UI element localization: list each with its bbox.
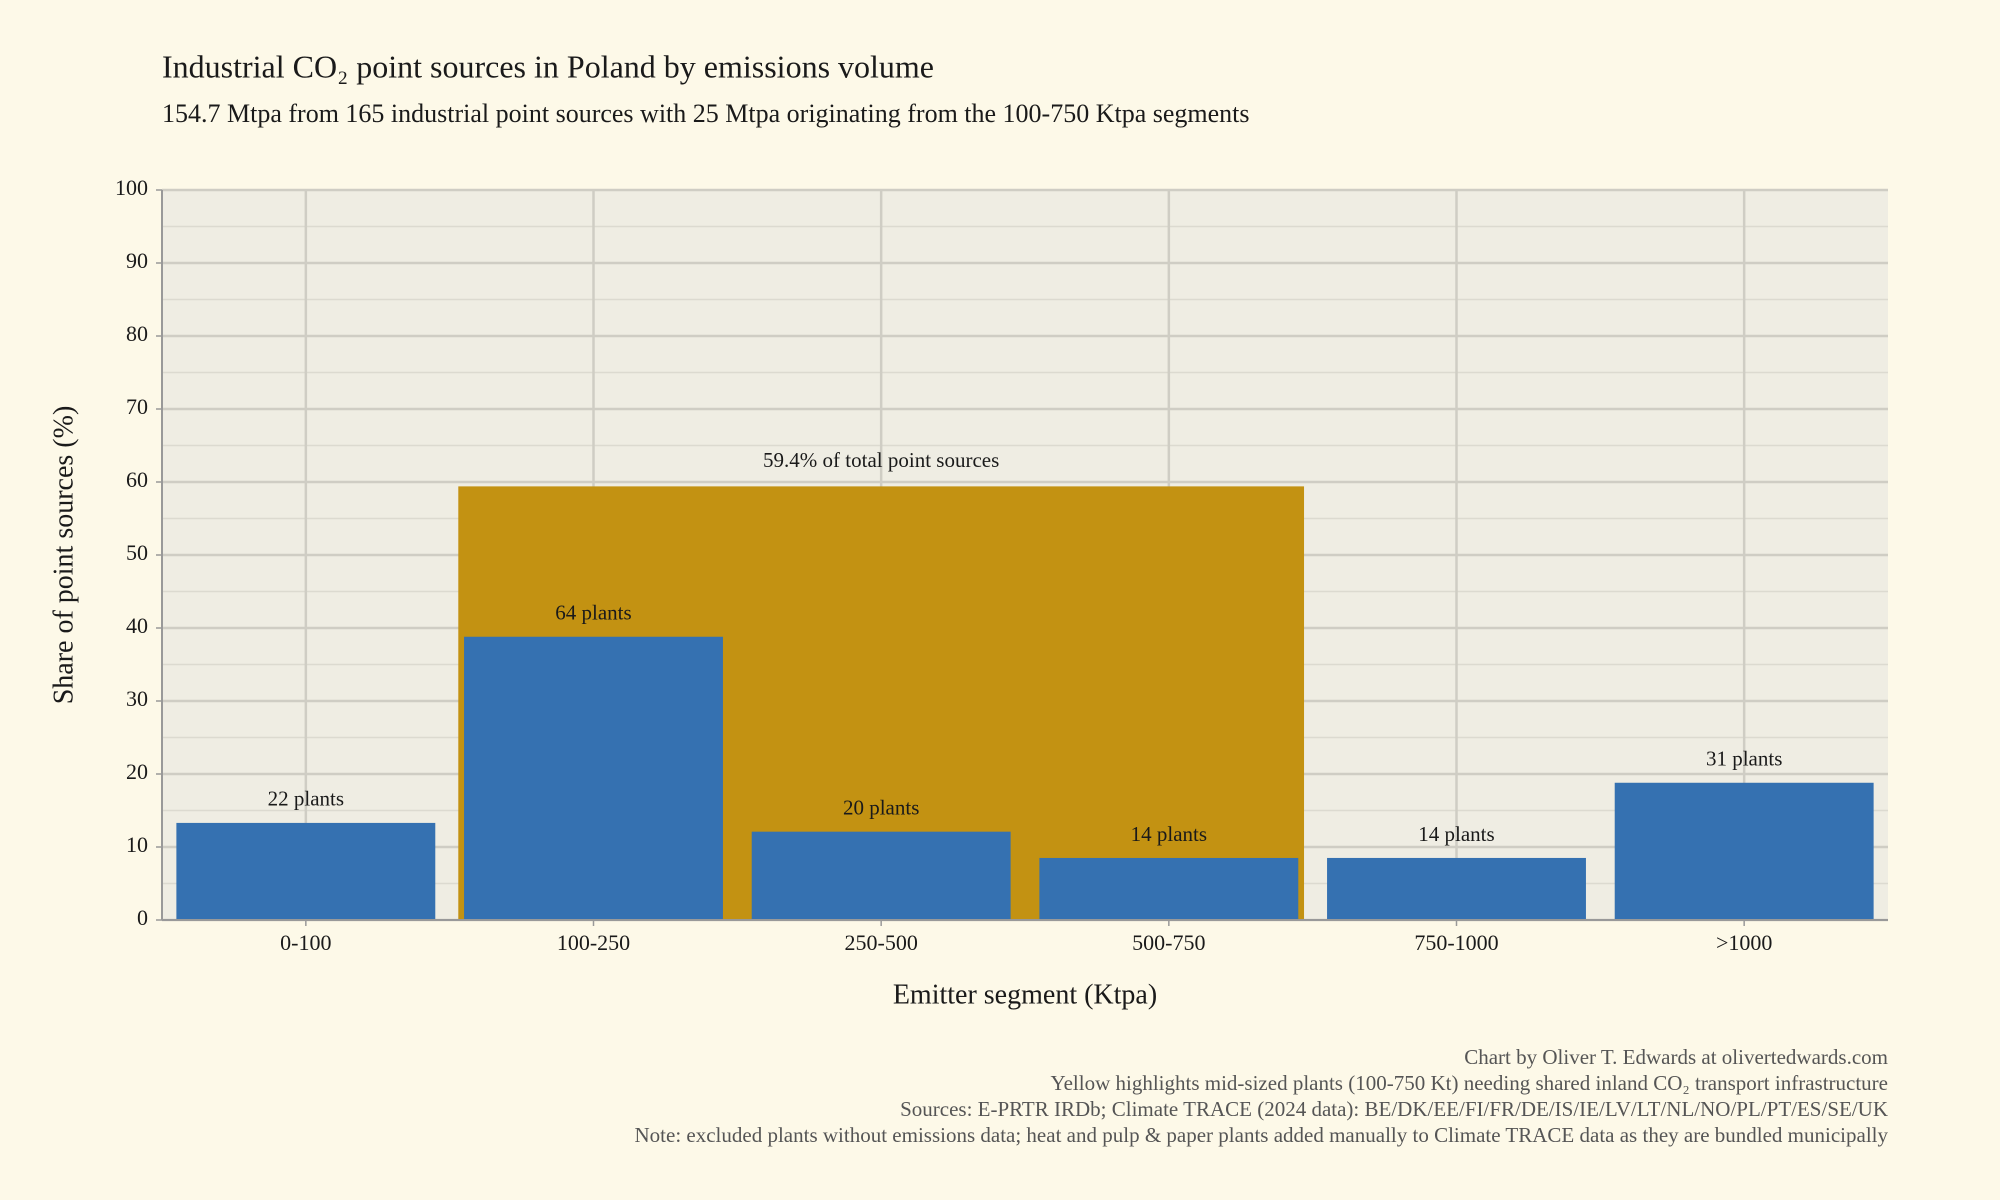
highlight-label: 59.4% of total point sources (763, 448, 999, 472)
x-tick-label: 500-750 (1132, 930, 1205, 955)
x-tick-label: 0-100 (280, 930, 331, 955)
bar-label: 20 plants (843, 795, 919, 819)
bar (1327, 857, 1586, 920)
bar (1614, 782, 1874, 920)
y-tick-label: 40 (126, 613, 148, 638)
footnote: Sources: E-PRTR IRDb; Climate TRACE (202… (900, 1097, 1888, 1121)
footnote: Note: excluded plants without emissions … (635, 1123, 1889, 1147)
y-tick-label: 60 (126, 467, 148, 492)
bar-label: 14 plants (1131, 822, 1207, 846)
y-tick-label: 50 (126, 540, 148, 565)
x-tick-label: 750-1000 (1414, 930, 1498, 955)
y-axis-title: Share of point sources (%) (48, 406, 79, 705)
footnote: Chart by Oliver T. Edwards at olivertedw… (1464, 1045, 1888, 1069)
y-tick-label: 100 (115, 175, 148, 200)
y-tick-label: 80 (126, 321, 148, 346)
bar (1039, 857, 1299, 920)
y-tick-label: 20 (126, 759, 148, 784)
x-tick-label: 250-500 (845, 930, 918, 955)
y-tick-label: 30 (126, 686, 148, 711)
bar (464, 636, 723, 920)
bar-label: 22 plants (268, 787, 344, 811)
x-tick-label: >1000 (1716, 930, 1772, 955)
y-tick-label: 90 (126, 248, 148, 273)
bar (176, 822, 436, 920)
chart-title: Industrial CO₂ point sources in Poland b… (162, 48, 934, 84)
bar-label: 14 plants (1418, 822, 1494, 846)
footnote: Yellow highlights mid-sized plants (100-… (1051, 1071, 1888, 1095)
x-tick-label: 100-250 (557, 930, 630, 955)
y-tick-label: 0 (137, 905, 148, 930)
y-tick-label: 10 (126, 832, 148, 857)
y-tick-label: 70 (126, 394, 148, 419)
bar (751, 831, 1011, 920)
bar-label: 31 plants (1706, 747, 1782, 771)
chart-subtitle: 154.7 Mtpa from 165 industrial point sou… (162, 99, 1250, 128)
x-axis-title: Emitter segment (Ktpa) (893, 979, 1157, 1010)
bar-label: 64 plants (555, 601, 631, 625)
